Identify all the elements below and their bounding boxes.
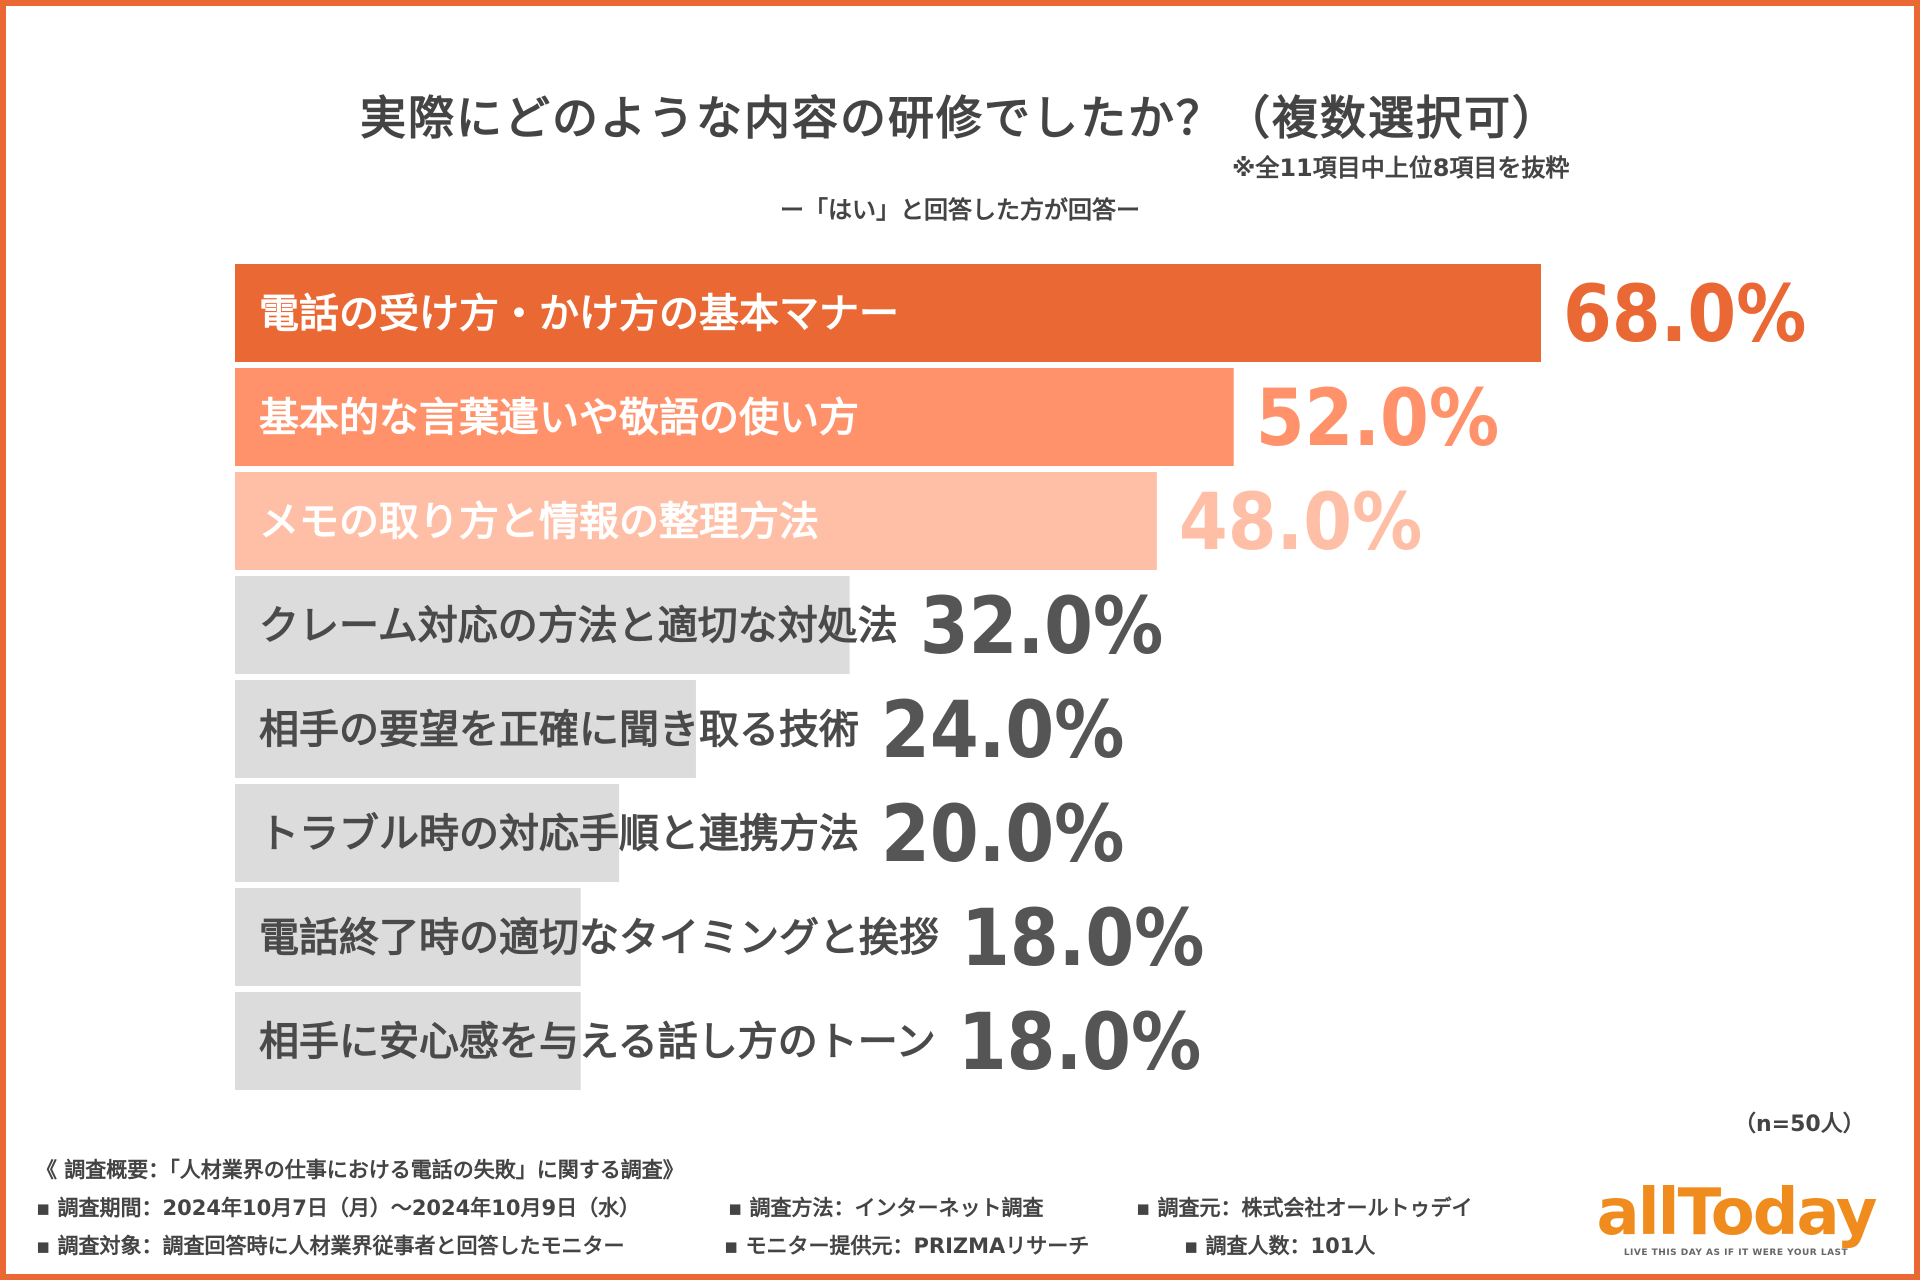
footer-method: ▪ 調査方法：インターネット調査	[728, 1196, 1044, 1220]
bar-5	[235, 680, 696, 778]
footer-provider: ▪ モニター提供元：PRIZMAリサーチ	[724, 1234, 1090, 1258]
bar-value-2: 52.0%	[1256, 374, 1499, 464]
bar-8	[235, 992, 581, 1090]
bar-label-8: 相手に安心感を与える話し方のトーン	[259, 1019, 936, 1065]
bar-6	[235, 784, 620, 882]
bar-4	[235, 576, 850, 674]
bar-value-3: 48.0%	[1179, 478, 1422, 568]
chart-subtitle: ー「はい」と回答した方が回答ー	[780, 196, 1140, 224]
bar-value-8: 18.0%	[958, 998, 1201, 1088]
logo-wordmark: allToday	[1596, 1176, 1878, 1250]
bar-label-4: クレーム対応の方法と適切な対処法	[259, 603, 898, 649]
bar-value-4: 32.0%	[920, 582, 1163, 672]
alltoday-logo: allToday LIVE THIS DAY AS IF IT WERE YOU…	[1586, 1176, 1886, 1264]
bar-1	[235, 264, 1541, 362]
bar-value-5: 24.0%	[881, 686, 1124, 776]
chart-title: 実際にどのような内容の研修でしたか？（複数選択可）	[360, 91, 1560, 145]
sample-size: （n=50人）	[1734, 1112, 1865, 1137]
footer-target: ▪ 調査対象：調査回答時に人材業界従事者と回答したモニター	[36, 1234, 625, 1258]
chart-note: ※全11項目中上位8項目を抜粋	[1232, 154, 1570, 182]
bar-value-7: 18.0%	[961, 894, 1204, 984]
footer-heading: 《 調査概要：「人材業界の仕事における電話の失敗」に関する調査》	[36, 1158, 684, 1182]
bar-2	[235, 368, 1234, 466]
bar-value-1: 68.0%	[1563, 270, 1806, 360]
bar-3	[235, 472, 1157, 570]
bar-label-2: 基本的な言葉遣いや敬語の使い方	[259, 395, 859, 441]
footer-count: ▪ 調査人数：101人	[1184, 1234, 1376, 1258]
bar-label-7: 電話終了時の適切なタイミングと挨拶	[259, 915, 939, 961]
bar-label-1: 電話の受け方・かけ方の基本マナー	[259, 291, 899, 337]
footer-source: ▪ 調査元：株式会社オールトゥデイ	[1136, 1196, 1473, 1220]
bar-7	[235, 888, 581, 986]
bar-value-6: 20.0%	[881, 790, 1124, 880]
bar-label-6: トラブル時の対応手順と連携方法	[259, 811, 859, 857]
footer-period: ▪ 調査期間：2024年10月7日（月）～2024年10月9日（水）	[36, 1196, 641, 1220]
bar-label-3: メモの取り方と情報の整理方法	[259, 499, 819, 545]
bar-label-5: 相手の要望を正確に聞き取る技術	[259, 707, 859, 753]
logo-tagline: LIVE THIS DAY AS IF IT WERE YOUR LAST	[1623, 1248, 1849, 1258]
